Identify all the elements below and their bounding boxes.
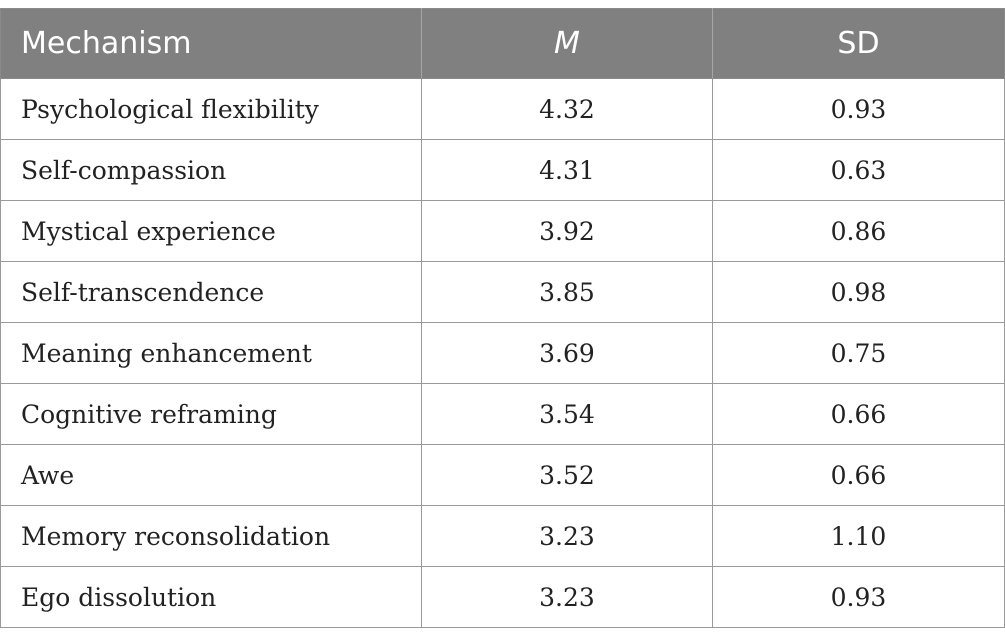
cell-mechanism: Self-transcendence	[0, 261, 422, 323]
header-sd: SD	[712, 8, 1005, 79]
cell-sd: 0.93	[712, 566, 1005, 628]
mechanism-table-container: Mechanism M SD Psychological flexibility…	[0, 8, 1005, 628]
cell-mean: 4.32	[421, 78, 713, 140]
cell-sd: 0.75	[712, 322, 1005, 384]
cell-sd: 0.63	[712, 139, 1005, 201]
cell-mechanism: Meaning enhancement	[0, 322, 422, 384]
header-mechanism: Mechanism	[0, 8, 422, 79]
table-row: Self-compassion 4.31 0.63	[0, 139, 1005, 201]
cell-mechanism: Awe	[0, 444, 422, 506]
cell-mean: 3.85	[421, 261, 713, 323]
table-row: Meaning enhancement 3.69 0.75	[0, 322, 1005, 384]
table-header: Mechanism M SD	[0, 8, 1005, 79]
mechanism-table: Mechanism M SD Psychological flexibility…	[0, 8, 1005, 628]
cell-mean: 3.69	[421, 322, 713, 384]
cell-sd: 1.10	[712, 505, 1005, 567]
table-row: Memory reconsolidation 3.23 1.10	[0, 505, 1005, 567]
cell-sd: 0.66	[712, 383, 1005, 445]
cell-mechanism: Memory reconsolidation	[0, 505, 422, 567]
header-mean: M	[421, 8, 713, 79]
cell-mechanism: Ego dissolution	[0, 566, 422, 628]
table-row: Cognitive reframing 3.54 0.66	[0, 383, 1005, 445]
cell-mean: 3.54	[421, 383, 713, 445]
header-row: Mechanism M SD	[0, 8, 1005, 79]
cell-mean: 3.23	[421, 505, 713, 567]
cell-mechanism: Mystical experience	[0, 200, 422, 262]
cell-mechanism: Psychological flexibility	[0, 78, 422, 140]
table-row: Self-transcendence 3.85 0.98	[0, 261, 1005, 323]
table-row: Psychological flexibility 4.32 0.93	[0, 78, 1005, 140]
cell-sd: 0.93	[712, 78, 1005, 140]
cell-mean: 4.31	[421, 139, 713, 201]
cell-mechanism: Cognitive reframing	[0, 383, 422, 445]
table-row: Mystical experience 3.92 0.86	[0, 200, 1005, 262]
table-row: Ego dissolution 3.23 0.93	[0, 566, 1005, 628]
cell-sd: 0.86	[712, 200, 1005, 262]
cell-sd: 0.66	[712, 444, 1005, 506]
cell-mean: 3.92	[421, 200, 713, 262]
cell-mean: 3.23	[421, 566, 713, 628]
table-row: Awe 3.52 0.66	[0, 444, 1005, 506]
cell-mean: 3.52	[421, 444, 713, 506]
table-body: Psychological flexibility 4.32 0.93 Self…	[0, 78, 1005, 628]
cell-sd: 0.98	[712, 261, 1005, 323]
cell-mechanism: Self-compassion	[0, 139, 422, 201]
